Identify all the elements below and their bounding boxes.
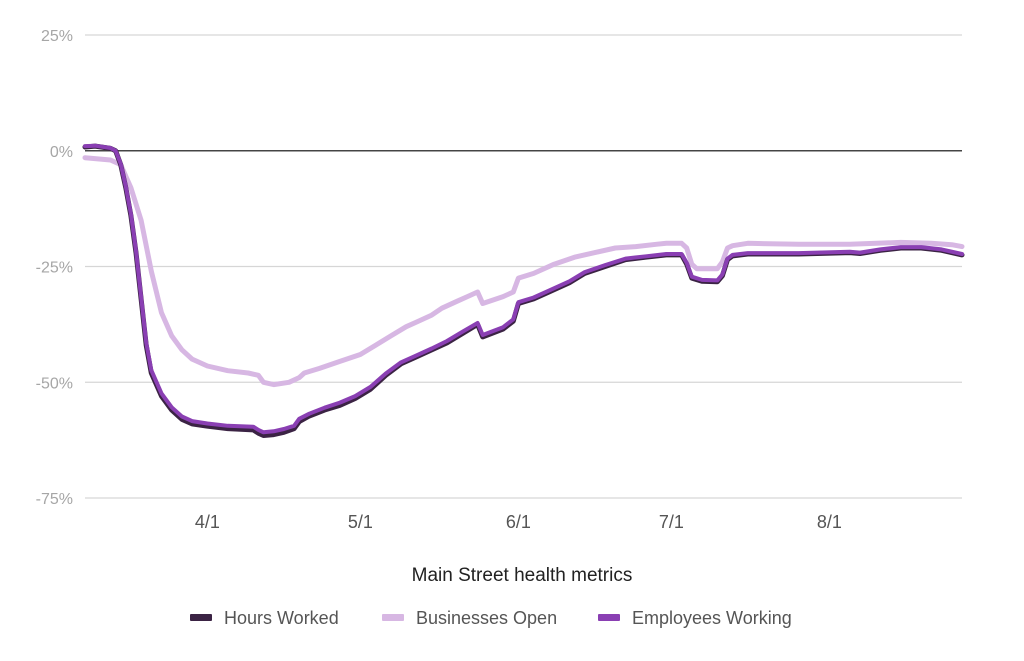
legend-item-employees-working: Employees Working (598, 608, 792, 628)
y-tick-label: -75% (36, 491, 73, 508)
legend-swatch (190, 614, 212, 621)
series-line-employees-working (83, 143, 964, 435)
legend-label: Employees Working (632, 608, 792, 628)
x-tick-label: 7/1 (659, 512, 684, 532)
series-line-hours-worked (82, 143, 965, 438)
y-tick-label: 25% (41, 28, 73, 45)
legend-swatch (598, 614, 620, 621)
y-tick-label: -25% (36, 260, 73, 277)
y-axis-ticks: 25% 0% -25% -50% -75% (36, 28, 73, 508)
y-tick-label: 0% (50, 144, 73, 161)
chart-title: Main Street health metrics (412, 565, 633, 586)
x-tick-label: 6/1 (506, 512, 531, 532)
series-line-businesses-open (82, 155, 965, 388)
x-axis-ticks: 4/1 5/1 6/1 7/1 8/1 (195, 512, 842, 532)
x-tick-label: 4/1 (195, 512, 220, 532)
x-tick-label: 5/1 (348, 512, 373, 532)
series-lines (82, 143, 965, 438)
legend-label: Businesses Open (416, 608, 557, 628)
legend-item-hours-worked: Hours Worked (190, 608, 339, 628)
legend-item-businesses-open: Businesses Open (382, 608, 557, 628)
gridlines (85, 34, 962, 499)
y-tick-label: -50% (36, 375, 73, 392)
legend-swatch (382, 614, 404, 621)
x-tick-label: 8/1 (817, 512, 842, 532)
legend-label: Hours Worked (224, 608, 339, 628)
legend: Hours Worked Businesses Open Employees Wor… (190, 608, 792, 628)
